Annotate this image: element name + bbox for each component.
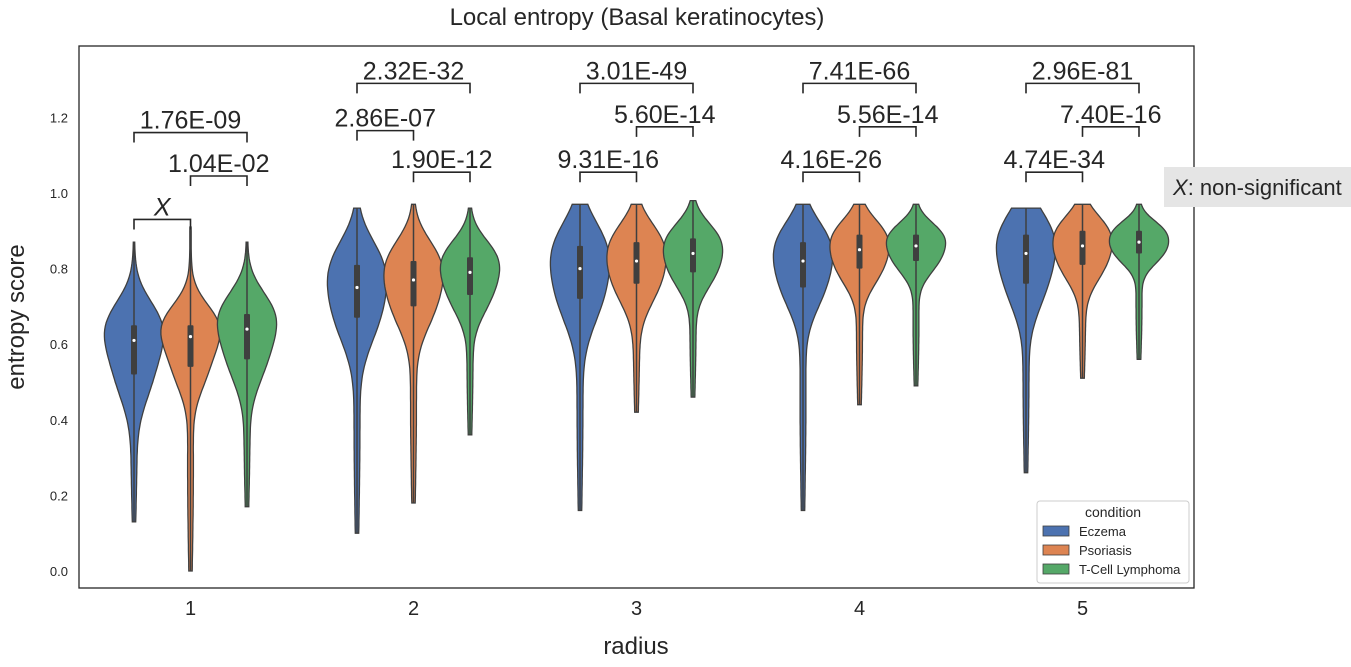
significance-bracket xyxy=(356,82,471,94)
violin-median xyxy=(1024,251,1028,256)
violin-iqr-box xyxy=(800,242,806,288)
legend-items: Eczema Psoriasis T-Cell Lymphoma xyxy=(1042,524,1181,577)
y-axis-ticks: 0.0 0.2 0.4 0.6 0.8 1.0 1.2 xyxy=(50,110,68,579)
significance-bracket xyxy=(133,131,248,143)
p-value-label: 2.32E-32 xyxy=(363,57,464,85)
violin-iqr-box xyxy=(187,325,194,367)
significance-bracket xyxy=(189,175,248,186)
p-value-label: 7.41E-66 xyxy=(809,57,910,85)
p-value-label: 9.31E-16 xyxy=(558,146,659,174)
violin-iqr-box xyxy=(690,238,696,273)
significance-bracket xyxy=(1081,126,1140,137)
x-tick-label: 4 xyxy=(854,598,865,620)
significance-bracket xyxy=(133,218,192,230)
violin-iqr-box xyxy=(577,245,583,299)
significance-bracket xyxy=(1025,171,1084,183)
significance-bracket xyxy=(1025,82,1140,94)
y-tick-label: 1.0 xyxy=(50,186,68,201)
y-tick-label: 0.8 xyxy=(50,262,68,277)
legend-swatch xyxy=(1042,525,1070,537)
p-value-label: 5.56E-14 xyxy=(837,101,939,129)
x-tick-label: 5 xyxy=(1077,598,1088,620)
legend-swatch xyxy=(1042,563,1070,575)
violin-median xyxy=(132,338,136,343)
x-tick-label: 2 xyxy=(408,598,419,620)
violin-median xyxy=(355,285,359,290)
violin-median xyxy=(411,278,416,282)
p-value-label: 1.90E-12 xyxy=(391,146,492,174)
significance-bracket xyxy=(802,171,861,183)
p-value-label: 4.16E-26 xyxy=(781,146,882,174)
violin-median xyxy=(691,251,695,256)
significance-bracket xyxy=(858,126,917,137)
violin-median xyxy=(1080,244,1085,248)
y-tick-label: 0.2 xyxy=(50,488,68,503)
y-tick-label: 0.4 xyxy=(50,413,68,428)
y-axis-label: entropy score xyxy=(3,244,30,389)
violin-iqr-box xyxy=(410,261,417,307)
significance-bracket xyxy=(356,129,415,141)
violin-iqr-box xyxy=(1079,230,1086,265)
violin-median xyxy=(914,244,918,248)
legend-swatch xyxy=(1042,544,1070,556)
chart-title: Local entropy (Basal keratinocytes) xyxy=(450,4,825,31)
significance-brackets: X 1.04E-02 1.76E-09 1.90E-12 2.86E-07 2.32E-3… xyxy=(133,57,1161,230)
plot-area xyxy=(103,199,1170,572)
p-value-label: 5.60E-14 xyxy=(614,101,716,129)
y-tick-label: 0.0 xyxy=(50,564,68,579)
note-text: X: non-significant xyxy=(1172,175,1342,200)
violin-median xyxy=(578,267,582,271)
legend-box xyxy=(1036,500,1190,584)
violin-median xyxy=(857,248,862,252)
significance-bracket xyxy=(802,82,917,94)
violin-iqr-box xyxy=(244,313,250,360)
violin-iqr-box xyxy=(1023,234,1029,284)
violin-iqr-box xyxy=(633,242,640,284)
non-significant-label: X xyxy=(153,193,172,221)
p-value-label: 2.86E-07 xyxy=(335,105,436,133)
violin-median xyxy=(634,259,639,263)
note-background xyxy=(1164,167,1351,207)
legend: condition Eczema Psoriasis T-Cell Lymphoma xyxy=(1036,500,1190,584)
significance-bracket xyxy=(579,82,694,94)
x-tick-label: 1 xyxy=(185,598,196,620)
y-tick-label: 1.2 xyxy=(50,110,68,125)
p-value-label: 3.01E-49 xyxy=(586,57,687,85)
note-label: : non-significant xyxy=(1188,175,1342,200)
violin-iqr-box xyxy=(913,234,919,262)
violin-median xyxy=(188,335,193,339)
legend-label: Psoriasis xyxy=(1079,543,1132,558)
violin-iqr-box xyxy=(131,325,137,375)
violin-iqr-box xyxy=(354,264,360,318)
non-significant-note: X: non-significant xyxy=(1164,167,1351,207)
x-axis-ticks: 1 2 3 4 5 xyxy=(185,598,1088,620)
violin-median xyxy=(245,327,249,331)
plot-frame xyxy=(78,45,1195,589)
p-value-label: 7.40E-16 xyxy=(1060,101,1161,129)
x-axis-label: radius xyxy=(603,633,668,660)
violin-median xyxy=(801,259,805,263)
violin-median xyxy=(1137,240,1141,244)
significance-bracket xyxy=(635,126,694,137)
significance-bracket xyxy=(579,171,638,183)
p-value-label: 1.04E-02 xyxy=(168,150,269,178)
p-value-label: 4.74E-34 xyxy=(1004,146,1106,174)
p-value-label: 2.96E-81 xyxy=(1032,57,1133,85)
y-tick-label: 0.6 xyxy=(50,337,68,352)
p-value-label: 1.76E-09 xyxy=(140,107,241,135)
violin-median xyxy=(468,270,472,274)
legend-label: T-Cell Lymphoma xyxy=(1079,562,1181,577)
violin-iqr-box xyxy=(856,234,863,269)
significance-bracket xyxy=(412,171,471,183)
legend-label: Eczema xyxy=(1079,524,1127,539)
violin-iqr-box xyxy=(467,257,473,296)
x-tick-label: 3 xyxy=(631,598,642,620)
note-symbol: X xyxy=(1172,175,1189,200)
legend-title: condition xyxy=(1085,504,1141,520)
